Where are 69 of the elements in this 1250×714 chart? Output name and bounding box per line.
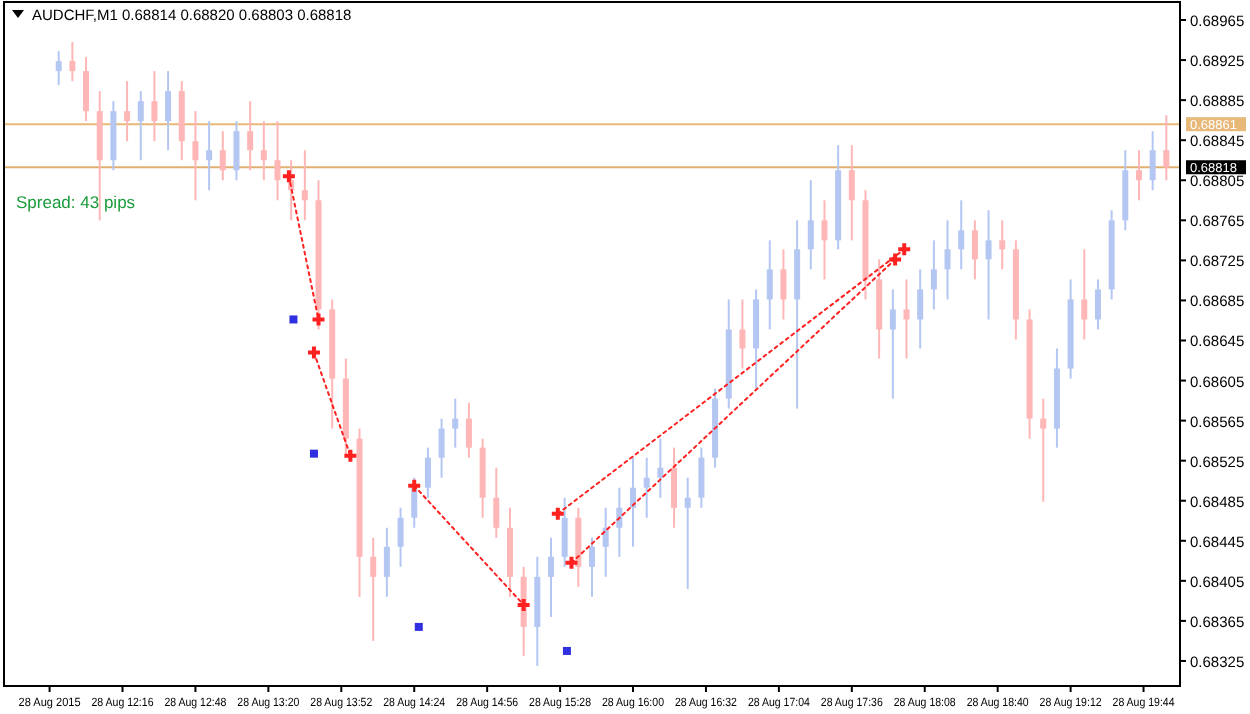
candlestick — [602, 506, 609, 578]
candlestick — [370, 536, 377, 642]
candlestick — [55, 50, 62, 87]
candlestick — [917, 268, 924, 350]
candlestick — [780, 248, 787, 321]
candlestick — [671, 446, 678, 529]
candlestick — [424, 446, 431, 499]
point — [887, 251, 904, 268]
candlestick — [589, 536, 595, 598]
candlestick — [958, 199, 965, 271]
candlestick — [301, 149, 308, 222]
candlestick — [616, 486, 623, 558]
point — [406, 477, 423, 494]
candlestick — [192, 110, 199, 202]
point — [280, 168, 297, 185]
candlestick — [274, 120, 281, 202]
point — [310, 311, 327, 328]
candlestick — [766, 239, 773, 331]
point — [563, 554, 580, 571]
candlestick — [630, 456, 637, 548]
candlestick — [206, 120, 213, 192]
candlestick — [1135, 149, 1142, 202]
candlestick — [83, 56, 90, 123]
candlestick — [260, 120, 267, 182]
candlestick — [643, 456, 650, 519]
candlestick — [438, 417, 445, 479]
candlestick — [151, 70, 158, 143]
candlestick — [493, 466, 500, 539]
candlestick — [233, 120, 240, 182]
candlestick — [69, 41, 76, 83]
candlestick — [739, 298, 746, 370]
candlestick — [1149, 130, 1156, 192]
point — [562, 646, 571, 655]
point — [342, 447, 359, 464]
candlestick — [1094, 278, 1101, 331]
candlestick — [124, 80, 131, 143]
candlestick — [137, 90, 144, 162]
candlestick — [999, 219, 1006, 271]
candlestick — [889, 288, 896, 400]
candlestick — [944, 219, 951, 301]
candlestick — [547, 536, 554, 618]
candlestick — [807, 179, 814, 271]
candlestick — [848, 144, 855, 242]
candlestick — [561, 496, 568, 568]
point — [896, 241, 913, 258]
point — [305, 344, 322, 361]
candlestick — [452, 397, 459, 449]
candlestick — [821, 199, 828, 281]
point — [309, 449, 318, 458]
candlestick — [698, 446, 705, 509]
candlestick — [247, 100, 254, 172]
point — [549, 505, 566, 522]
point — [289, 315, 298, 324]
candlestick — [985, 209, 992, 321]
candlestick — [397, 506, 404, 568]
candlestick — [971, 219, 978, 281]
point — [414, 622, 423, 631]
candlestick — [684, 476, 691, 590]
candlestick — [383, 526, 390, 598]
annotation: Spread: 43 pips — [16, 192, 136, 212]
candlestick — [165, 70, 172, 152]
candlestick — [1163, 114, 1170, 182]
candlestick — [657, 437, 664, 499]
candlestick — [930, 239, 937, 311]
candlestick — [465, 401, 472, 459]
candlestick — [1081, 248, 1088, 341]
candlestick — [219, 130, 226, 182]
candlestick — [903, 278, 910, 360]
candlestick — [1040, 397, 1047, 503]
